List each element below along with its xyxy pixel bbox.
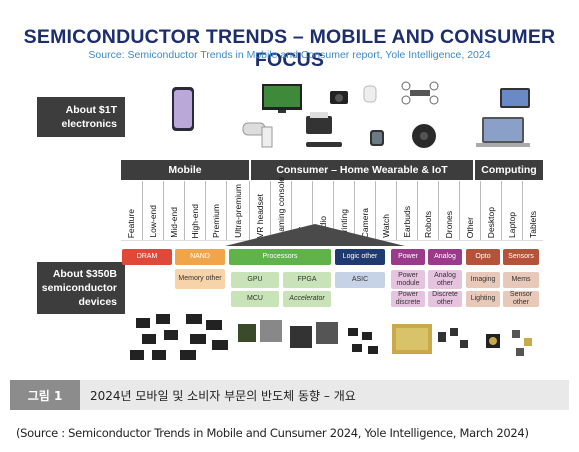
- source-note: (Source : Semiconductor Trends in Mobile…: [16, 426, 529, 440]
- chip-mems: Mems: [503, 272, 539, 288]
- subsegment-cell: High-end: [184, 181, 205, 240]
- chip-mcu: MCU: [231, 291, 279, 307]
- earbuds-icon: [363, 85, 377, 103]
- chip-discrete-other: Discrete other: [428, 291, 462, 307]
- product-illustrations: [172, 81, 530, 148]
- caption-label: 그림 1: [10, 380, 80, 410]
- subsegment-cell: Premium: [205, 181, 226, 240]
- chip-sensor-other: Sensor other: [503, 291, 539, 307]
- caption-bar: [10, 380, 569, 410]
- memory-chips-icon: [130, 314, 228, 360]
- chip-gpu: GPU: [231, 272, 279, 288]
- subsegment-cell: Audio: [312, 181, 333, 240]
- figure-subtitle: Source: Semiconductor Trends in Mobile a…: [88, 49, 491, 61]
- power-module-icon: [392, 324, 432, 354]
- subsegment-cell: Low-end: [142, 181, 163, 240]
- subsegment-label: Other: [464, 216, 475, 238]
- tablet-icon: [500, 88, 530, 108]
- subsegment-label: Desktop: [485, 206, 496, 238]
- subsegment-cell: Laptop: [501, 181, 522, 240]
- chip-analog: Analog: [428, 249, 462, 265]
- chip-power-discrete: Power discrete: [391, 291, 425, 307]
- laptop-icon: [476, 117, 530, 147]
- tv-icon: [262, 84, 302, 113]
- audio-icon: [306, 142, 342, 147]
- processor-chips-icon: [238, 320, 338, 348]
- subsegment-label: Tablets: [527, 211, 538, 238]
- subsegment-cell: Earbuds: [396, 181, 417, 240]
- gaming-console-icon: [261, 126, 273, 148]
- chip-lighting: Lighting: [466, 291, 500, 307]
- subsegment-label: Premium: [210, 203, 221, 238]
- camera-icon: [330, 91, 348, 104]
- chip-memory-other: Memory other: [175, 269, 225, 289]
- printer-icon: [306, 112, 332, 134]
- devices-label: About $350B semiconductor devices: [37, 262, 125, 314]
- upward-arrow-icon: [225, 224, 405, 246]
- electronics-label: About $1T electronics: [37, 97, 125, 137]
- chip-package-illustrations: [130, 314, 532, 360]
- chip-asic: ASIC: [335, 272, 385, 288]
- chip-opto: Opto: [466, 249, 500, 265]
- chip-dram: DRAM: [122, 249, 172, 265]
- subsegment-cell: Other: [459, 181, 480, 240]
- subsegment-label: Low-end: [147, 205, 158, 238]
- chip-fpga: FPGA: [283, 272, 331, 288]
- subsegment-label: Mid-end: [168, 207, 179, 238]
- subsegment-cell: Camera: [354, 181, 375, 240]
- subsegment-cell: Gaming console: [270, 177, 291, 240]
- robot-icon: [412, 124, 436, 148]
- chip-imaging: Imaging: [466, 272, 500, 288]
- segment-consumer: Consumer – Home Wearable & IoT: [251, 160, 473, 180]
- sensor-chips-icon: [486, 330, 532, 356]
- chip-logic-other: Logic other: [335, 249, 385, 265]
- subsegment-cell: Desktop: [480, 181, 501, 240]
- subsegment-label: High-end: [189, 203, 200, 239]
- segment-computing: Computing: [475, 160, 543, 180]
- subsegment-cell: Tablets: [522, 181, 543, 240]
- caption-text: 2024년 모바일 및 소비자 부문의 반도체 동향 – 개요: [90, 388, 356, 403]
- subsegment-cell: Printing: [333, 181, 354, 240]
- subsegment-cell: Mid-end: [163, 181, 184, 240]
- subsegment-label: Feature: [126, 208, 136, 238]
- subsegment-cell: Robots: [417, 181, 438, 240]
- analog-chips-icon: [438, 328, 468, 348]
- chip-accelerator: Accelerator: [283, 291, 331, 307]
- subsegment-cell: Ultra-premium: [226, 181, 249, 240]
- smartphone-icon: [172, 87, 194, 131]
- chip-analog-other: Analog other: [428, 270, 462, 289]
- subsegment-label: Drones: [443, 210, 454, 238]
- chip-power: Power: [391, 249, 425, 265]
- subsegment-label: Laptop: [506, 212, 517, 238]
- figure-title: SEMICONDUCTOR TRENDS – MOBILE AND CONSUM…: [23, 26, 556, 71]
- chip-sensors: Sensors: [503, 249, 539, 265]
- chip-processors: Processors: [229, 249, 331, 265]
- subsegment-cell: Drones: [438, 181, 459, 240]
- chip-power-module: Power module: [391, 270, 425, 289]
- drone-icon: [401, 81, 439, 105]
- chip-nand: NAND: [175, 249, 225, 265]
- segment-mobile: Mobile: [121, 160, 249, 180]
- subsegment-cell: Feature: [121, 181, 142, 240]
- watch-icon: [370, 130, 384, 146]
- subsegment-cell: VR headset: [249, 181, 270, 240]
- subsegment-label: Robots: [422, 211, 433, 238]
- logic-chips-icon: [348, 328, 378, 354]
- subsegment-cell: Watch: [375, 181, 396, 240]
- subsegment-cell: TV: [291, 181, 312, 240]
